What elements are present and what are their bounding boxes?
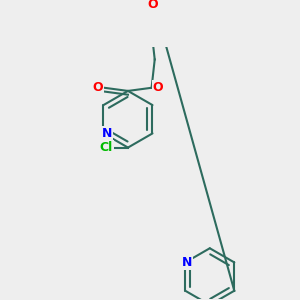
Text: O: O <box>148 0 158 11</box>
Text: Cl: Cl <box>99 141 112 154</box>
Text: O: O <box>92 81 103 94</box>
Text: N: N <box>101 127 112 140</box>
Text: N: N <box>182 256 192 269</box>
Text: O: O <box>153 81 163 94</box>
